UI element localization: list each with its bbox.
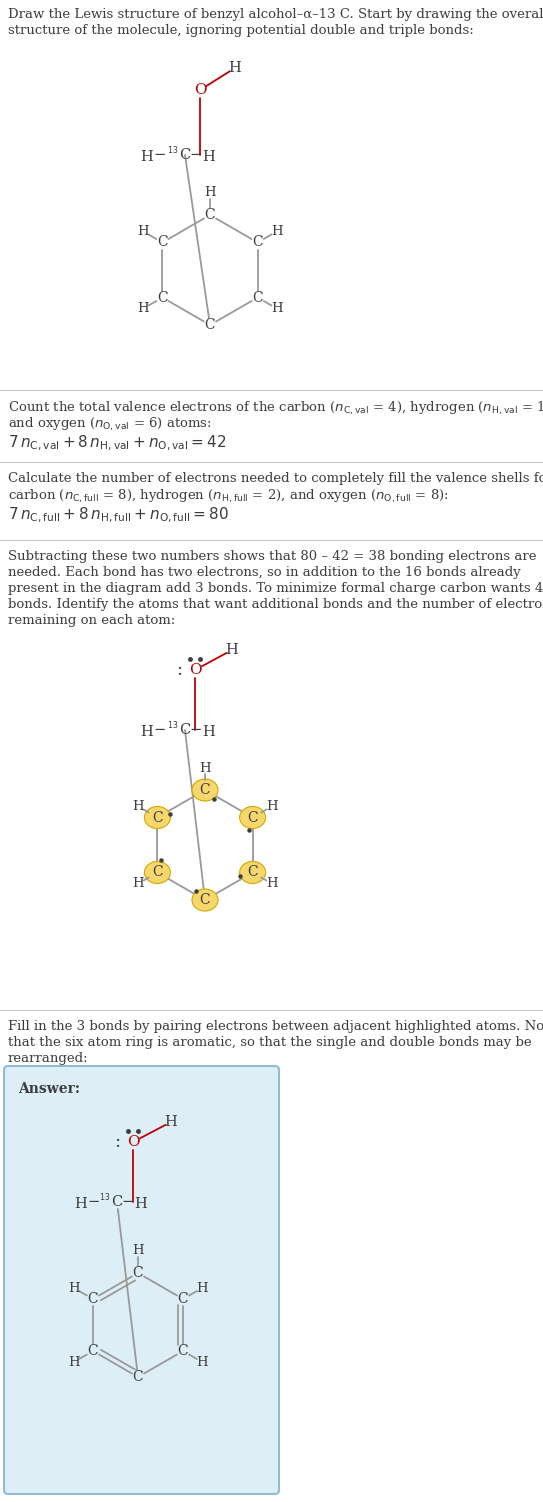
Ellipse shape: [239, 807, 266, 829]
Text: C: C: [157, 290, 168, 305]
Text: H: H: [199, 762, 211, 775]
Ellipse shape: [192, 889, 218, 912]
Text: carbon ($n_\mathrm{C,full}$ = 8), hydrogen ($n_\mathrm{H,full}$ = 2), and oxygen: carbon ($n_\mathrm{C,full}$ = 8), hydrog…: [8, 488, 449, 505]
Text: C: C: [179, 149, 191, 162]
Text: rearranged:: rearranged:: [8, 1051, 89, 1065]
Text: needed. Each bond has two electrons, so in addition to the 16 bonds already: needed. Each bond has two electrons, so …: [8, 566, 521, 578]
Text: that the six atom ring is aromatic, so that the single and double bonds may be: that the six atom ring is aromatic, so t…: [8, 1036, 532, 1048]
Text: H: H: [266, 877, 277, 891]
Text: H: H: [226, 643, 238, 656]
Text: H: H: [132, 877, 144, 891]
Text: H: H: [135, 1197, 147, 1211]
Text: C: C: [200, 783, 210, 798]
Text: C: C: [178, 1344, 188, 1358]
Text: H: H: [165, 1114, 178, 1130]
Text: H: H: [203, 725, 216, 739]
Text: H: H: [68, 1355, 80, 1368]
Text: H: H: [271, 225, 282, 237]
Text: C: C: [87, 1292, 98, 1307]
Text: C: C: [252, 236, 263, 249]
Text: Count the total valence electrons of the carbon ($n_\mathrm{C,val}$ = 4), hydrog: Count the total valence electrons of the…: [8, 400, 543, 418]
Text: −: −: [154, 722, 166, 737]
Text: C: C: [247, 811, 258, 825]
Text: C: C: [178, 1292, 188, 1307]
Text: H: H: [74, 1197, 87, 1211]
Text: $7\,n_\mathrm{C,full} + 8\,n_\mathrm{H,full} + n_\mathrm{O,full} = 80$: $7\,n_\mathrm{C,full} + 8\,n_\mathrm{H,f…: [8, 506, 229, 526]
FancyBboxPatch shape: [4, 1066, 279, 1494]
Text: and oxygen ($n_\mathrm{O,val}$ = 6) atoms:: and oxygen ($n_\mathrm{O,val}$ = 6) atom…: [8, 416, 212, 433]
Text: H: H: [132, 1245, 144, 1257]
Text: C: C: [252, 290, 263, 305]
Text: H: H: [204, 186, 216, 200]
Ellipse shape: [192, 780, 218, 801]
Text: structure of the molecule, ignoring potential double and triple bonds:: structure of the molecule, ignoring pote…: [8, 24, 473, 38]
Text: −: −: [154, 149, 166, 162]
Text: Draw the Lewis structure of benzyl alcohol–α–13 C. Start by drawing the overall: Draw the Lewis structure of benzyl alcoh…: [8, 8, 543, 21]
Ellipse shape: [144, 862, 171, 883]
Text: Subtracting these two numbers shows that 80 – 42 = 38 bonding electrons are: Subtracting these two numbers shows that…: [8, 550, 536, 563]
Text: C: C: [179, 722, 191, 737]
Text: −: −: [190, 149, 202, 162]
Text: C: C: [152, 811, 163, 825]
Text: O: O: [194, 83, 206, 98]
Text: C: C: [152, 865, 163, 880]
Text: H: H: [137, 225, 149, 237]
Text: remaining on each atom:: remaining on each atom:: [8, 614, 175, 626]
Text: Fill in the 3 bonds by pairing electrons between adjacent highlighted atoms. Not: Fill in the 3 bonds by pairing electrons…: [8, 1020, 543, 1033]
Text: H: H: [203, 150, 216, 164]
Text: :: :: [176, 661, 182, 679]
Text: H: H: [68, 1281, 80, 1295]
Text: C: C: [200, 894, 210, 907]
Text: H: H: [229, 62, 242, 75]
Text: H: H: [196, 1281, 208, 1295]
Text: C: C: [247, 865, 258, 880]
Text: $^{13}$: $^{13}$: [167, 721, 179, 731]
Text: C: C: [111, 1196, 123, 1209]
Text: C: C: [132, 1370, 143, 1383]
Text: C: C: [205, 318, 216, 332]
Text: −: −: [190, 722, 202, 737]
Text: O: O: [188, 662, 201, 677]
Text: O: O: [127, 1136, 140, 1149]
Text: H: H: [137, 302, 149, 315]
Text: $^{13}$: $^{13}$: [99, 1193, 111, 1203]
Text: C: C: [205, 207, 216, 222]
Text: :: :: [114, 1133, 120, 1151]
Text: H: H: [141, 725, 153, 739]
Text: C: C: [87, 1344, 98, 1358]
Text: H: H: [266, 801, 277, 813]
Text: H: H: [196, 1355, 208, 1368]
Text: $^{13}$: $^{13}$: [167, 146, 179, 156]
Text: C: C: [157, 236, 168, 249]
Text: Calculate the number of electrons needed to completely fill the valence shells f: Calculate the number of electrons needed…: [8, 472, 543, 485]
Text: Answer:: Answer:: [18, 1081, 80, 1096]
Text: −: −: [122, 1196, 134, 1209]
Text: $7\,n_\mathrm{C,val} + 8\,n_\mathrm{H,val} + n_\mathrm{O,val} = 42$: $7\,n_\mathrm{C,val} + 8\,n_\mathrm{H,va…: [8, 434, 226, 454]
Text: H: H: [271, 302, 282, 315]
Text: present in the diagram add 3 bonds. To minimize formal charge carbon wants 4: present in the diagram add 3 bonds. To m…: [8, 581, 543, 595]
Text: H: H: [141, 150, 153, 164]
Text: bonds. Identify the atoms that want additional bonds and the number of electrons: bonds. Identify the atoms that want addi…: [8, 598, 543, 611]
Ellipse shape: [239, 862, 266, 883]
Ellipse shape: [144, 807, 171, 829]
Text: −: −: [88, 1196, 100, 1209]
Text: H: H: [132, 801, 144, 813]
Text: C: C: [132, 1266, 143, 1280]
